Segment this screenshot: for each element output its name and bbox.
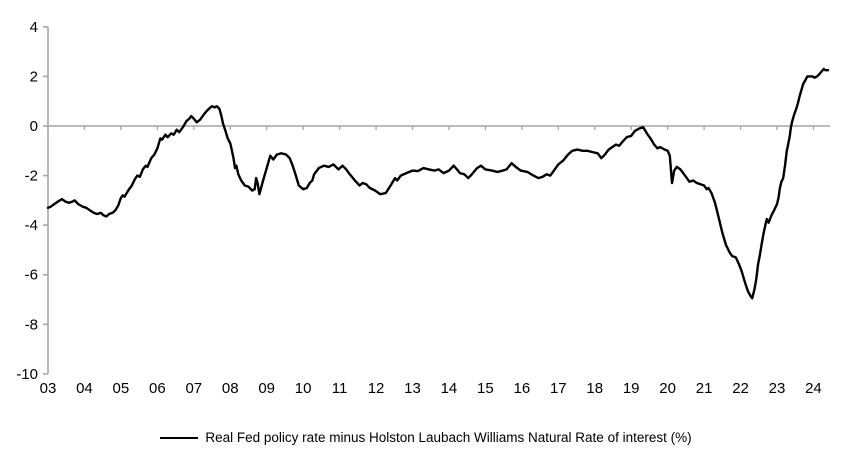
x-axis-tick-label: 14 bbox=[441, 380, 458, 397]
x-axis-tick-label: 05 bbox=[113, 380, 130, 397]
x-axis-tick-label: 12 bbox=[368, 380, 385, 397]
y-axis-tick-label: 0 bbox=[30, 118, 38, 135]
x-axis-tick-label: 04 bbox=[76, 380, 93, 397]
y-axis-tick-label: -6 bbox=[25, 267, 38, 284]
y-axis-tick-label: -10 bbox=[16, 366, 38, 383]
x-axis-tick-label: 20 bbox=[659, 380, 676, 397]
legend-label: Real Fed policy rate minus Holston Lauba… bbox=[205, 430, 692, 445]
y-axis-tick-label: -8 bbox=[25, 316, 38, 333]
x-axis-tick-label: 11 bbox=[332, 380, 348, 397]
x-axis-tick-label: 22 bbox=[732, 380, 749, 397]
x-axis-tick-label: 03 bbox=[40, 380, 57, 397]
x-axis-tick-label: 18 bbox=[586, 380, 603, 397]
x-axis-tick-label: 17 bbox=[550, 380, 567, 397]
y-axis-tick-label: -2 bbox=[25, 168, 38, 185]
x-axis-tick-label: 23 bbox=[769, 380, 786, 397]
x-axis-tick-label: 24 bbox=[805, 380, 822, 397]
y-axis-tick-label: 4 bbox=[30, 19, 38, 36]
x-axis-tick-label: 10 bbox=[295, 380, 312, 397]
x-axis-tick-label: 21 bbox=[696, 380, 713, 397]
y-axis-tick-label: -4 bbox=[25, 217, 38, 234]
data-line bbox=[46, 67, 830, 300]
x-axis-tick-label: 08 bbox=[222, 380, 239, 397]
x-axis-tick-label: 09 bbox=[258, 380, 275, 397]
x-axis-tick-label: 16 bbox=[514, 380, 531, 397]
chart-legend: Real Fed policy rate minus Holston Lauba… bbox=[0, 430, 852, 445]
legend-line-sample bbox=[160, 436, 199, 439]
x-axis-tick-label: 15 bbox=[477, 380, 494, 397]
x-axis-tick-label: 13 bbox=[404, 380, 421, 397]
x-axis-tick-label: 19 bbox=[623, 380, 640, 397]
x-axis-tick-label: 07 bbox=[185, 380, 202, 397]
chart-area: 4 2 0 -2 -4 -6 -8 -10 03 04 05 06 07 08 09 10 11 12 13 14 15… bbox=[16, 19, 830, 397]
y-axis-tick-label: 2 bbox=[30, 68, 38, 85]
x-axis-tick-label: 06 bbox=[149, 380, 166, 397]
